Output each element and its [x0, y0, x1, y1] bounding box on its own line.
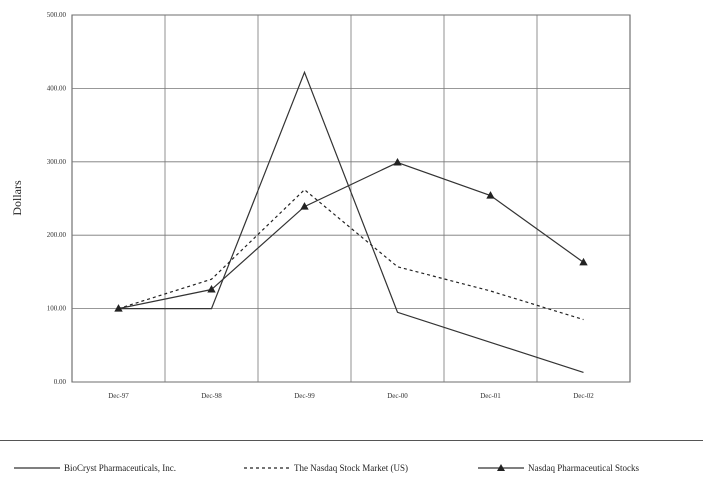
y-axis-label: Dollars — [10, 180, 24, 216]
legend-item-nasdaq-pharma: Nasdaq Pharmaceutical Stocks — [478, 463, 639, 473]
legend-item-nasdaq-market: The Nasdaq Stock Market (US) — [244, 463, 408, 473]
legend-label-biocryst: BioCryst Pharmaceuticals, Inc. — [64, 463, 176, 473]
legend-label-nasdaq-market: The Nasdaq Stock Market (US) — [294, 463, 408, 473]
y-tick-label: 100.00 — [47, 305, 67, 313]
series-marker-triangle — [393, 158, 402, 166]
series-marker-triangle — [579, 257, 588, 266]
legend-item-biocryst: BioCryst Pharmaceuticals, Inc. — [14, 463, 176, 473]
legend-line-solid-icon — [14, 467, 60, 469]
legend-line-dashed-icon — [244, 467, 290, 469]
series-line-2 — [118, 161, 584, 310]
x-tick-label: Dec-02 — [573, 392, 594, 400]
series-marker-triangle — [207, 285, 216, 293]
series-line-0 — [118, 70, 584, 374]
chart: 0.00 100.00 200.00 300.00 400.00 500.00 Dec-9… — [10, 11, 631, 400]
x-tick-label: Dec-99 — [294, 392, 315, 400]
y-tick-label: 400.00 — [47, 84, 67, 92]
y-tick-label: 500.00 — [47, 11, 67, 19]
x-tick-label: Dec-97 — [108, 392, 129, 400]
legend-line-triangle-icon — [478, 464, 524, 471]
series-marker-triangle — [300, 202, 309, 210]
y-tick-label: 0.00 — [54, 378, 67, 386]
legend-label-nasdaq-pharma: Nasdaq Pharmaceutical Stocks — [528, 463, 639, 473]
y-tick-label: 200.00 — [47, 231, 67, 239]
series-marker-triangle — [114, 304, 123, 312]
series-marker-triangle — [486, 191, 495, 199]
x-tick-label: Dec-01 — [480, 392, 501, 400]
y-tick-labels: 0.00 100.00 200.00 300.00 400.00 500.00 — [47, 11, 67, 386]
x-tick-label: Dec-00 — [387, 392, 408, 400]
y-tick-label: 300.00 — [47, 158, 67, 166]
x-tick-label: Dec-98 — [201, 392, 222, 400]
x-tick-labels: Dec-97 Dec-98 Dec-99 Dec-00 Dec-01 Dec-02 — [108, 392, 594, 400]
legend: BioCryst Pharmaceuticals, Inc. The Nasda… — [0, 455, 703, 485]
series-lines — [114, 70, 588, 374]
legend-separator — [0, 440, 703, 441]
